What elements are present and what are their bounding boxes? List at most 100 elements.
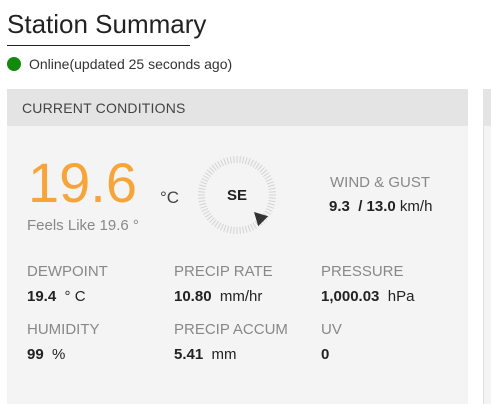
metric-pressure: PRESSURE 1,000.03 hPa: [321, 263, 414, 306]
metric-value: 5.41 mm: [174, 346, 288, 364]
compass-tick: [209, 167, 215, 173]
metric-label: UV: [321, 321, 342, 338]
compass-tick: [261, 169, 268, 175]
wind-gust: 13.0: [366, 198, 396, 215]
compass-tick: [202, 210, 210, 215]
metric-humidity: HUMIDITY 99 %: [27, 321, 100, 364]
metric-precip-accum: PRECIP ACCUM 5.41 mm: [174, 321, 288, 364]
compass-tick: [265, 208, 273, 212]
compass-tick: [239, 156, 241, 164]
compass-tick: [250, 223, 254, 231]
compass-tick: [233, 226, 235, 234]
compass-tick: [268, 191, 276, 193]
status-dot-icon: [7, 57, 21, 71]
compass-tick: [259, 167, 265, 173]
dewpoint-value: 19.4: [27, 288, 57, 305]
compass-tick: [214, 220, 220, 228]
metric-precip-rate: PRECIP RATE 10.80 mm/hr: [174, 263, 273, 306]
temperature-unit: °C: [160, 188, 180, 207]
compass-icon: SE: [196, 154, 278, 236]
compass-tick: [223, 158, 227, 166]
precip-rate-unit: mm/hr: [219, 288, 263, 305]
wind-unit: km/h: [399, 198, 433, 215]
wind-speed: 9.3: [329, 198, 350, 215]
wind-gust-label: WIND & GUST: [330, 174, 430, 191]
compass-tick: [266, 181, 274, 185]
compass-tick: [201, 208, 209, 212]
compass-tick: [264, 175, 272, 180]
compass-tick: [264, 210, 272, 215]
humidity-unit: %: [52, 346, 66, 363]
metric-value: 1,000.03 hPa: [321, 288, 414, 306]
compass-tick: [239, 226, 241, 234]
compass-tick: [242, 156, 245, 164]
metric-label: HUMIDITY: [27, 321, 100, 338]
compass-tick: [200, 205, 208, 209]
compass-tick: [198, 197, 206, 199]
compass-tick: [199, 202, 207, 206]
compass-tick: [198, 187, 206, 190]
compass-tick: [206, 215, 213, 221]
metric-value: 19.4 ° C: [27, 288, 108, 306]
compass-tick: [268, 187, 276, 190]
pressure-value: 1,000.03: [321, 288, 380, 305]
compass-tick: [220, 223, 224, 231]
precip-rate-value: 10.80: [174, 288, 212, 305]
compass-tick: [233, 156, 235, 164]
temperature-value: 19.6: [28, 151, 137, 214]
compass-tick: [217, 160, 222, 168]
compass-tick: [242, 226, 245, 234]
station-status: Online(updated 25 seconds ago): [7, 56, 232, 72]
metric-label: DEWPOINT: [27, 263, 108, 280]
compass-tick: [211, 219, 217, 226]
compass-tick: [206, 169, 213, 175]
next-card-edge: [483, 89, 491, 404]
metric-label: PRECIP RATE: [174, 263, 273, 280]
compass-tick: [265, 178, 273, 182]
compass-tick: [209, 217, 215, 223]
compass-tick: [244, 225, 248, 233]
metric-dewpoint: DEWPOINT 19.4 ° C: [27, 263, 108, 306]
wind-separator: /: [358, 198, 363, 215]
compass-tick: [214, 162, 220, 170]
compass-tick: [247, 158, 251, 166]
compass-tick: [226, 225, 230, 233]
compass-tick: [201, 178, 209, 182]
compass-tick: [268, 200, 276, 203]
compass-tick: [229, 226, 232, 234]
compass-tick: [199, 184, 207, 188]
wind-gust-value: 9.3 / 13.0 km/h: [329, 198, 432, 215]
card-header: CURRENT CONDITIONS: [7, 89, 468, 126]
compass-tick: [254, 220, 260, 228]
compass-tick: [220, 159, 224, 167]
compass-tick: [202, 175, 210, 180]
next-card-header-edge: [483, 89, 491, 126]
compass-tick: [223, 224, 227, 232]
compass-tick: [267, 184, 275, 188]
metric-uv: UV 0: [321, 321, 342, 364]
precip-accum-unit: mm: [211, 346, 237, 363]
compass-tick: [198, 191, 206, 193]
compass-tick: [247, 224, 251, 232]
compass-tick: [262, 172, 270, 178]
compass-dial: [198, 156, 276, 234]
compass-tick: [252, 222, 257, 230]
compass-tick: [266, 205, 274, 209]
dewpoint-unit: ° C: [64, 288, 86, 305]
title-underline: [7, 45, 190, 46]
compass-tick: [254, 162, 260, 170]
metric-label: PRESSURE: [321, 263, 404, 280]
pressure-unit: hPa: [387, 288, 415, 305]
feels-like: Feels Like 19.6 °: [27, 217, 139, 234]
compass-tick: [252, 160, 257, 168]
metric-value: 10.80 mm/hr: [174, 288, 273, 306]
status-text: Online(updated 25 seconds ago): [29, 56, 233, 72]
wind-direction-arrow-icon: [253, 211, 269, 227]
compass-tick: [217, 222, 222, 230]
metric-value: 0: [321, 346, 342, 364]
uv-value: 0: [321, 346, 330, 363]
metric-label: PRECIP ACCUM: [174, 321, 288, 338]
compass-tick: [262, 212, 270, 218]
compass-tick: [200, 181, 208, 185]
